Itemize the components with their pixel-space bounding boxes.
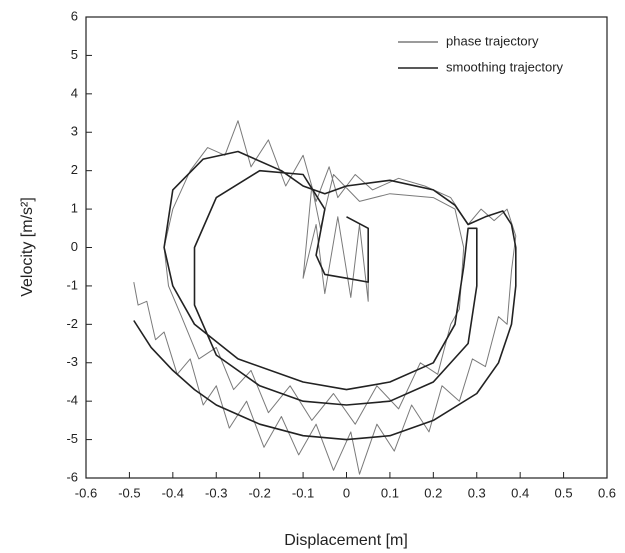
x-axis-label: Displacement [m] [284,532,408,549]
x-tick-label: -0.4 [162,485,184,500]
y-tick-label: -1 [66,277,78,292]
x-tick-label: 0.4 [511,485,529,500]
y-tick-label: 2 [71,162,78,177]
y-tick-label: -3 [66,354,78,369]
y-tick-label: -4 [66,393,78,408]
x-tick-label: -0.3 [205,485,227,500]
legend-label: smoothing trajectory [446,59,564,74]
y-tick-label: 6 [71,8,78,23]
legend-label: phase trajectory [446,33,539,48]
y-tick-label: -6 [66,469,78,484]
y-axis-label: Velocity [m/s²] [19,197,36,297]
x-tick-label: -0.6 [75,485,97,500]
y-tick-label: -5 [66,431,78,446]
y-tick-label: 5 [71,47,78,62]
y-tick-label: 1 [71,201,78,216]
y-tick-label: 3 [71,124,78,139]
y-tick-label: 0 [71,239,78,254]
x-tick-label: 0.2 [424,485,442,500]
trajectory-line [133,150,517,441]
y-tick-label: 4 [71,85,78,100]
trajectory-line [133,120,517,475]
x-tick-label: -0.5 [118,485,140,500]
x-tick-label: 0.5 [555,485,573,500]
x-tick-label: -0.1 [292,485,314,500]
x-tick-label: 0.6 [598,485,616,500]
x-tick-label: 0.3 [468,485,486,500]
x-tick-label: 0.1 [381,485,399,500]
x-tick-label: 0 [343,485,350,500]
x-tick-label: -0.2 [248,485,270,500]
y-tick-label: -2 [66,316,78,331]
